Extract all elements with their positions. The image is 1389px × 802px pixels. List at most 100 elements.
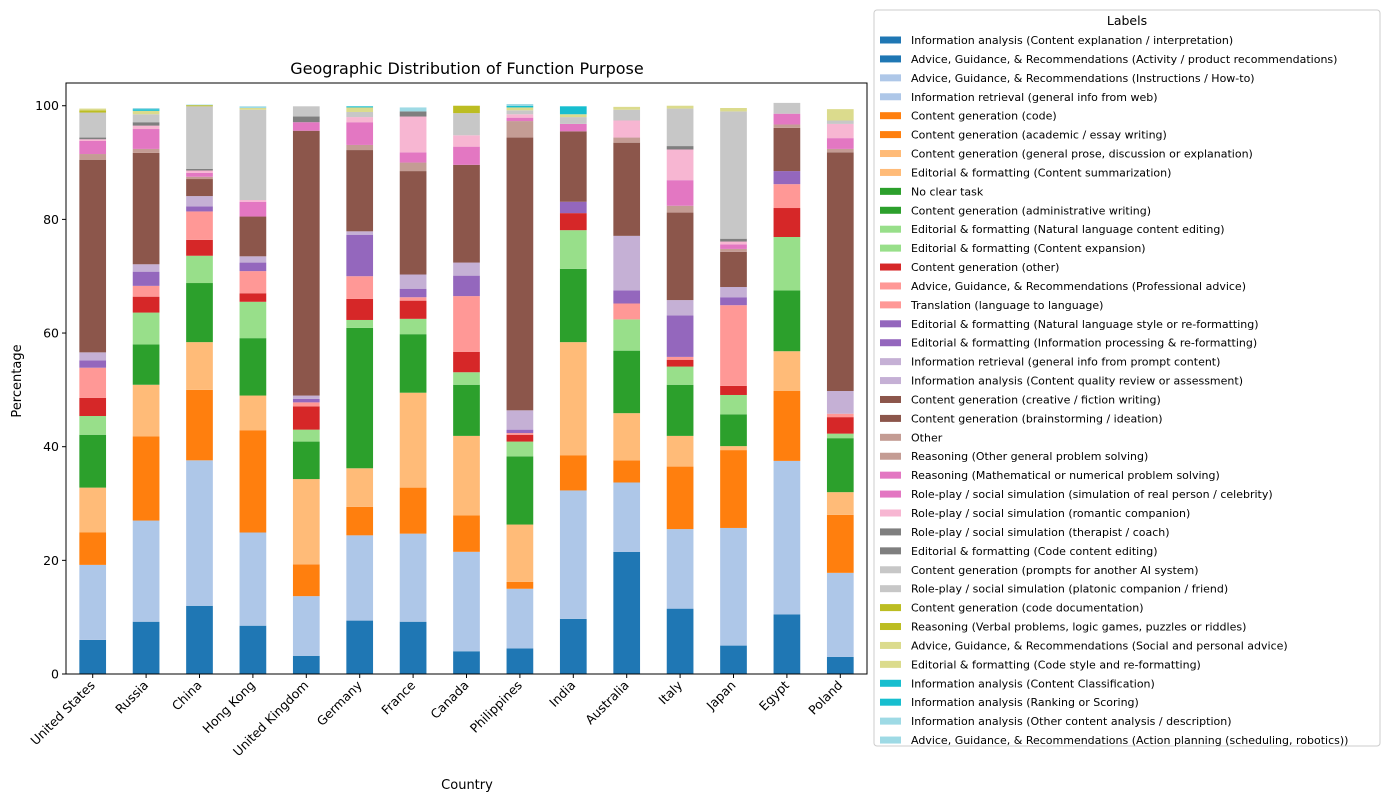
bar-segment [399, 300, 427, 319]
bar-segment [79, 367, 107, 398]
legend: Labels Information analysis (Content exp… [873, 9, 1381, 747]
bar-segment [613, 137, 641, 143]
x-tick-label: Hong Kong [199, 678, 258, 737]
bar-segment [79, 112, 107, 138]
bar-segment [720, 248, 747, 252]
bar-segment [186, 168, 213, 171]
bar-segment [346, 234, 374, 277]
bar-segment [773, 102, 801, 114]
bar-segment [506, 456, 534, 525]
bar-segment [666, 359, 694, 367]
bar-segment [346, 150, 374, 232]
bar-segment [239, 109, 267, 201]
bar-segment [399, 392, 427, 488]
legend-label: Editorial & formatting (Code style and r… [911, 658, 1201, 671]
bar-segment [186, 179, 213, 197]
legend-label: Reasoning (Other general problem solving… [911, 450, 1148, 463]
bar-segment [720, 414, 747, 447]
plot-area: 0 20 40 60 80 100 United States Russia ChinaHong… [27, 82, 868, 759]
bar-segment [186, 206, 213, 212]
bar-segment [506, 434, 534, 442]
bar-segment [773, 290, 801, 352]
x-tick-label: Australia [582, 678, 632, 728]
legend-swatch [880, 225, 901, 233]
bar-segment [559, 123, 587, 132]
bar-segment [186, 239, 213, 256]
bar-segment [292, 406, 320, 430]
x-tick-label: Philippines [467, 678, 525, 736]
x-tick-label: France [378, 677, 418, 717]
bar-segment [399, 297, 427, 301]
bar-segment [346, 276, 374, 299]
legend-label: Content generation (other) [911, 261, 1059, 274]
legend-swatch [880, 301, 901, 309]
bar-segment [79, 487, 107, 533]
bar-segment [239, 271, 267, 294]
bar-segment [239, 395, 267, 431]
bar-segment [666, 366, 694, 385]
bar-segment [79, 154, 107, 160]
y-tick-label: 80 [43, 212, 59, 227]
bar-segment [346, 620, 374, 674]
bar-segment [666, 435, 694, 467]
bar-segment [720, 446, 747, 451]
legend-label: Reasoning (Verbal problems, logic games,… [911, 621, 1246, 634]
legend-swatch [880, 93, 901, 101]
bar-segment [399, 171, 427, 275]
bar-segment [613, 109, 641, 121]
legend-label: Content generation (administrative writi… [911, 204, 1151, 217]
bar-segment [292, 398, 320, 403]
bar-segment [613, 482, 641, 552]
bar-segment [559, 213, 587, 231]
bar-segment [399, 621, 427, 674]
bar-segment [453, 105, 480, 114]
bar-segment [292, 402, 320, 407]
legend-swatch [880, 660, 901, 668]
bar-segment [773, 614, 801, 674]
bar-segment [773, 391, 801, 461]
bar-segment [613, 290, 641, 304]
bar-segment [346, 319, 374, 328]
bar-segment [186, 605, 213, 674]
bar-segment [186, 196, 213, 207]
legend-swatch [880, 131, 901, 139]
bar-segment [186, 176, 213, 180]
legend-label: No clear task [911, 185, 984, 198]
bar-segment [559, 114, 587, 118]
legend-label: Other [911, 431, 943, 444]
bar-segment [613, 120, 641, 138]
legend-label: Role-play / social simulation (platonic … [911, 583, 1228, 596]
bar-segment [506, 588, 534, 649]
legend-label: Advice, Guidance, & Recommendations (Act… [911, 734, 1348, 747]
legend-label: Content generation (creative / fiction w… [911, 393, 1161, 406]
bar-segment [453, 135, 480, 147]
bar-segment [453, 651, 480, 674]
bar-segment [666, 608, 694, 674]
legend-label: Information analysis (Content explanatio… [911, 34, 1233, 47]
x-tick-label: India [546, 678, 578, 710]
bar-segment [239, 256, 267, 263]
bar-segment [826, 413, 854, 418]
bar-segment [346, 111, 374, 118]
bar-segment [239, 430, 267, 533]
bar-segment [666, 212, 694, 301]
bar-segment [132, 312, 160, 345]
x-tick-label: Japan [703, 678, 739, 714]
y-axis-label: Percentage [10, 344, 25, 417]
bar-segment [346, 298, 374, 320]
bar-segment [506, 114, 534, 118]
bar-segment [666, 105, 694, 109]
bar-segment [826, 417, 854, 434]
legend-label: Information analysis (Other content anal… [911, 715, 1232, 728]
bar-segment [239, 338, 267, 396]
bar-segment [399, 116, 427, 153]
bars [79, 102, 854, 674]
legend-label: Editorial & formatting (Natural language… [911, 318, 1259, 331]
bar-segment [292, 395, 320, 399]
bar-segment [239, 201, 267, 217]
bar-segment [666, 356, 694, 360]
legend-label: Information retrieval (general info from… [911, 91, 1158, 104]
bar-segment [399, 334, 427, 393]
legend-swatch [880, 717, 901, 725]
bar-segment [399, 288, 427, 298]
